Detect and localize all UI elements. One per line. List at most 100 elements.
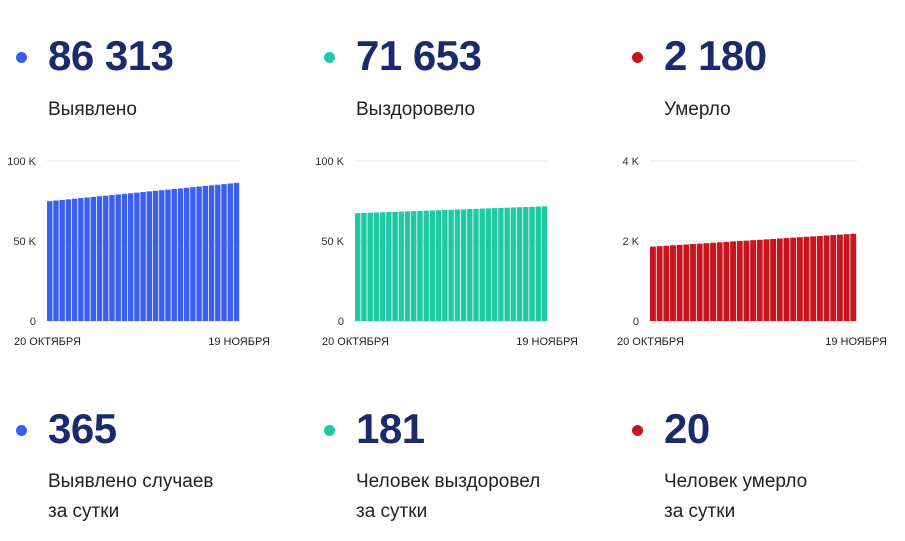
bar — [146, 191, 153, 321]
bar — [115, 194, 121, 321]
chart-died: 0 2 K 4 K 20 ОКТЯБРЯ 19 НОЯБРЯ — [600, 150, 900, 350]
bar — [208, 185, 215, 321]
bar — [165, 189, 171, 321]
bar — [84, 197, 90, 321]
stat-label-line1: Человек умерло — [664, 471, 808, 492]
bar — [485, 208, 492, 321]
bar — [790, 237, 797, 321]
stat-label: Выздоровело — [356, 99, 476, 120]
bar — [442, 209, 448, 321]
bar — [177, 188, 184, 321]
bar — [140, 192, 146, 321]
bar — [736, 241, 743, 321]
bar — [90, 196, 97, 321]
red-dot-icon — [632, 425, 643, 436]
bar — [535, 206, 541, 321]
bar — [53, 200, 59, 321]
stat-daily-recovered: 181 Человек выздоровел за сутки — [324, 405, 604, 535]
bar — [417, 210, 423, 321]
bar — [783, 238, 790, 321]
y-tick-label: 50 K — [321, 236, 344, 248]
bar — [423, 210, 429, 321]
bar — [367, 212, 373, 321]
bar — [498, 207, 504, 321]
stat-recovered: 71 653 Выздоровело — [324, 32, 584, 132]
bar — [750, 240, 757, 321]
red-dot-icon — [632, 52, 643, 63]
stat-value: 365 — [48, 405, 117, 452]
bar — [473, 208, 479, 321]
stat-detected: 86 313 Выявлено — [16, 32, 276, 132]
bar — [690, 244, 696, 321]
bar — [467, 209, 473, 321]
stat-label-line2: за сутки — [356, 501, 428, 522]
stat-value: 71 653 — [356, 32, 482, 79]
stat-label-line2: за сутки — [664, 501, 736, 522]
bar — [663, 245, 670, 321]
bar — [836, 234, 843, 321]
bar — [541, 206, 548, 321]
bar — [190, 187, 196, 321]
stat-value: 20 — [664, 405, 710, 452]
y-tick-label: 4 K — [622, 156, 639, 168]
bar — [65, 199, 72, 321]
bar — [355, 213, 361, 321]
bar — [710, 242, 716, 321]
bar — [810, 236, 817, 321]
bar — [448, 209, 454, 321]
bar — [134, 192, 140, 321]
bar — [743, 240, 750, 321]
bar — [716, 242, 723, 321]
bar — [523, 207, 529, 321]
bar — [460, 209, 467, 321]
y-tick-label: 2 K — [622, 236, 639, 248]
blue-dot-icon — [16, 425, 27, 436]
bar — [227, 183, 233, 321]
bar — [59, 199, 65, 321]
stat-label: Умерло — [664, 99, 731, 120]
green-dot-icon — [324, 425, 335, 436]
bar — [152, 190, 159, 321]
bar-chart-recovered: 0 50 K 100 K 20 ОКТЯБРЯ 19 НОЯБРЯ — [315, 156, 578, 348]
bar — [491, 208, 498, 321]
bar — [830, 235, 837, 321]
bar — [770, 238, 777, 321]
stat-daily-detected: 365 Выявлено случаев за сутки — [16, 405, 296, 535]
stat-label-line1: Человек выздоровел — [356, 471, 541, 492]
bar — [159, 190, 165, 321]
bar — [121, 193, 128, 321]
bar — [763, 239, 770, 321]
bar — [379, 212, 386, 321]
bar — [816, 235, 823, 321]
bar — [730, 241, 737, 321]
chart-detected: 0 50 K 100 K 20 ОКТЯБРЯ 19 НОЯБРЯ — [0, 150, 300, 350]
y-tick-label: 50 K — [13, 236, 36, 248]
bar — [103, 195, 109, 321]
x-label-start: 20 ОКТЯБРЯ — [14, 336, 81, 348]
chart-recovered: 0 50 K 100 K 20 ОКТЯБРЯ 19 НОЯБРЯ — [308, 150, 608, 350]
bar — [516, 207, 523, 321]
bar — [435, 210, 442, 321]
stat-died: 2 180 Умерло — [632, 32, 892, 132]
bar — [183, 187, 190, 321]
bar — [71, 198, 78, 321]
stat-label: Выявлено — [48, 99, 137, 120]
bar — [796, 237, 803, 321]
bar — [171, 188, 177, 321]
bar — [850, 233, 857, 321]
x-label-end: 19 НОЯБРЯ — [825, 336, 887, 348]
stat-value: 2 180 — [664, 32, 767, 79]
bar — [78, 198, 84, 321]
bar — [429, 210, 436, 321]
bar — [404, 211, 411, 321]
bar — [454, 209, 461, 321]
bar — [479, 208, 485, 321]
bar — [215, 184, 221, 321]
bar — [233, 182, 240, 321]
x-label-end: 19 НОЯБРЯ — [208, 336, 270, 348]
bar — [373, 212, 380, 321]
bar-chart-detected: 0 50 K 100 K 20 ОКТЯБРЯ 19 НОЯБРЯ — [7, 156, 270, 348]
bar — [109, 195, 115, 321]
bar — [510, 207, 517, 321]
bar — [196, 186, 202, 321]
